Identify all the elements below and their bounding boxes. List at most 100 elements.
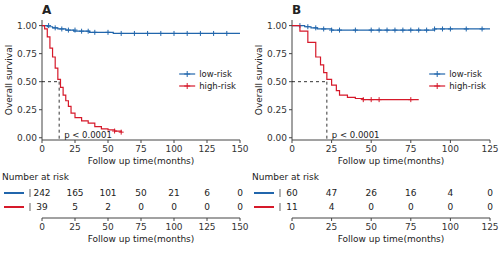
risk-count: 16 (405, 188, 417, 198)
censor-mark (46, 23, 51, 28)
censor-mark (432, 26, 437, 31)
panel: B0.000.250.500.751.000255075100125Follow… (252, 3, 499, 244)
title: A (42, 3, 52, 17)
x-axis-label: Follow up time(months) (88, 156, 195, 166)
legend-marker (184, 83, 190, 89)
median-line (42, 81, 59, 82)
censor-mark (66, 28, 71, 33)
censor-mark (185, 31, 190, 36)
censor-mark (329, 28, 334, 33)
x-tick (410, 140, 411, 143)
annotation: p < 0.0001 (332, 130, 380, 140)
risk-x-tick (207, 218, 208, 221)
x-tick (331, 140, 332, 143)
x-tick-label: 125 (481, 144, 498, 154)
risk-count: 39 (36, 202, 48, 212)
y-tick-label: 0.25 (267, 105, 287, 115)
risk-x-tick (42, 218, 43, 221)
median-line (59, 82, 60, 140)
censor-mark (119, 130, 124, 135)
risk-x-axis-line (292, 218, 490, 219)
x-tick-label: 50 (102, 144, 114, 154)
risk-row-indicator (4, 192, 24, 194)
y-tick (39, 81, 42, 82)
x-tick (450, 140, 451, 143)
censor-mark (53, 25, 58, 30)
legend-label: high-risk (449, 81, 486, 91)
censor-mark (59, 26, 64, 31)
x-tick-label: 150 (231, 144, 248, 154)
censor-mark (73, 28, 78, 33)
risk-x-tick-label: 50 (102, 222, 114, 232)
risk-count: 11 (286, 202, 297, 212)
censor-mark (198, 31, 203, 36)
censor-mark (211, 31, 216, 36)
legend: low-risk high-risk (179, 69, 236, 91)
risk-x-tick-label: 25 (326, 222, 337, 232)
censor-mark (337, 28, 342, 33)
survival-curve (42, 26, 121, 133)
risk-count: 5 (72, 202, 78, 212)
y-tick-label: 0.75 (267, 49, 287, 59)
y-tick (39, 137, 42, 138)
y-tick-label: 0.50 (267, 77, 287, 87)
risk-row-indicator (254, 192, 274, 194)
censor-mark (353, 28, 358, 33)
x-tick (240, 140, 241, 143)
risk-count: 242 (33, 188, 50, 198)
risk-count: 0 (138, 202, 144, 212)
censor-mark (480, 26, 485, 31)
censor-mark (408, 28, 413, 33)
risk-table: Number at risk0255075100125Follow up tim… (252, 172, 499, 244)
risk-x-tick-label: 100 (165, 222, 182, 232)
x-axis-label: Follow up time(months) (338, 156, 445, 166)
x-tick (174, 140, 175, 143)
censor-mark (440, 26, 445, 31)
y-axis-line (42, 20, 43, 140)
risk-x-tick (174, 218, 175, 221)
risk-x-tick-label: 75 (135, 222, 146, 232)
risk-x-tick (75, 218, 76, 221)
risk-row-indicator (4, 206, 24, 208)
y-tick-label: 1.00 (267, 21, 287, 31)
risk-count: 50 (135, 188, 147, 198)
censor-mark (86, 29, 91, 34)
censor-mark (305, 24, 310, 29)
risk-count: 0 (204, 202, 210, 212)
risk-row-separator (30, 203, 31, 211)
risk-count: 2 (105, 202, 111, 212)
x-tick (141, 140, 142, 143)
x-tick (108, 140, 109, 143)
censor-mark (400, 28, 405, 33)
survival-curve (42, 26, 240, 34)
y-tick (39, 53, 42, 54)
risk-x-tick-label: 75 (405, 222, 416, 232)
survival-curve (292, 26, 419, 100)
legend-label: low-risk (199, 69, 232, 79)
legend-label: high-risk (199, 81, 236, 91)
risk-x-tick (450, 218, 451, 221)
risk-count: 101 (99, 188, 116, 198)
y-axis-line (292, 20, 293, 140)
legend-marker (434, 83, 440, 89)
median-line (326, 82, 327, 140)
censor-mark (79, 29, 84, 34)
x-tick-label: 75 (405, 144, 416, 154)
x-tick (42, 140, 43, 143)
risk-count: 21 (168, 188, 179, 198)
censor-mark (361, 97, 366, 102)
censor-mark (119, 31, 124, 36)
y-tick-label: 1.00 (17, 21, 37, 31)
risk-count: 47 (326, 188, 337, 198)
x-tick (207, 140, 208, 143)
median-line (292, 81, 327, 82)
censor-mark (112, 129, 117, 134)
legend-marker (434, 71, 440, 77)
risk-x-tick (410, 218, 411, 221)
censor-mark (377, 97, 382, 102)
censor-mark (92, 30, 97, 35)
y-tick-label: 0.00 (17, 133, 37, 143)
plot-area (42, 23, 240, 140)
y-axis-label: Overall survival (4, 45, 14, 115)
y-tick (39, 109, 42, 110)
